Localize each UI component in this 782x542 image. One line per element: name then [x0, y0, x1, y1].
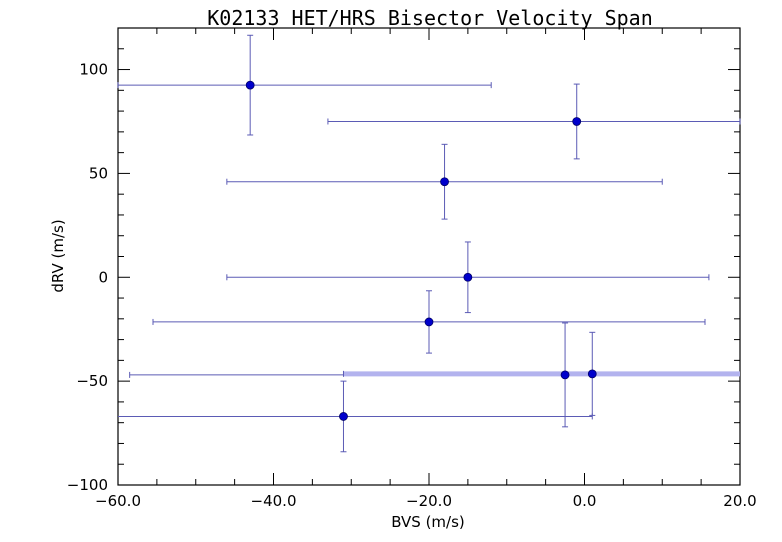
- axis-ticks: [117, 27, 741, 486]
- x-tick-label: −40.0: [251, 492, 297, 510]
- data-point: [560, 370, 570, 380]
- x-axis-label: BVS (m/s): [391, 513, 465, 531]
- data-point: [440, 177, 449, 187]
- axis-tick-labels: −60.0 −40.0 −20.0 0.0 20.0 −100 −50 0 50 100: [67, 61, 757, 510]
- data-point: [587, 369, 597, 379]
- y-tick-label: 100: [79, 61, 108, 79]
- data-point: [339, 412, 348, 421]
- y-tick-label: −50: [76, 372, 108, 390]
- data-point: [424, 317, 434, 327]
- chart-title: K02133 HET/HRS Bisector Velocity Span: [207, 6, 653, 30]
- x-tick-label: −20.0: [406, 492, 452, 510]
- data-point: [572, 117, 582, 126]
- data-points: [245, 80, 597, 421]
- y-tick-label: 50: [89, 164, 108, 182]
- x-tick-label: 20.0: [723, 492, 756, 510]
- data-point: [463, 272, 473, 282]
- plot-area: −60.0 −40.0 −20.0 0.0 20.0 −100 −50 0 50 100: [67, 27, 757, 510]
- data-point: [245, 80, 255, 90]
- y-tick-label: −100: [67, 476, 108, 494]
- error-bars: [117, 34, 741, 453]
- x-tick-label: 0.0: [573, 492, 597, 510]
- x-tick-label: −60.0: [95, 492, 141, 510]
- y-axis-label: dRV (m/s): [49, 219, 67, 292]
- y-tick-label: 0: [98, 268, 108, 286]
